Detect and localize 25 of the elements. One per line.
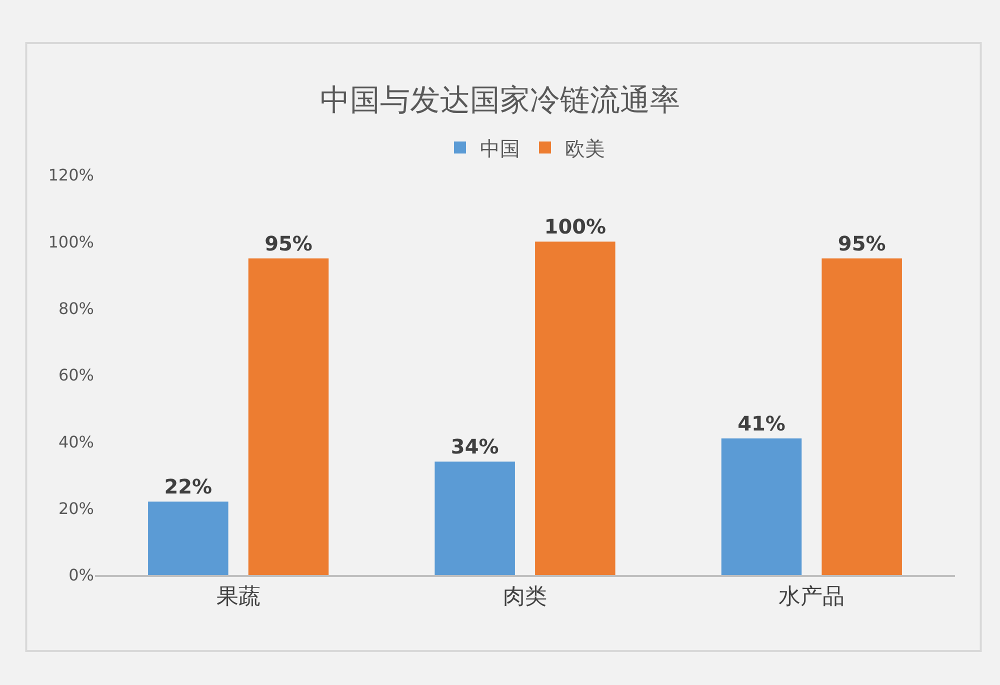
- bar: [248, 258, 329, 575]
- data-label: 100%: [544, 214, 606, 239]
- y-tick-label: 100%: [48, 232, 94, 252]
- legend-label: 欧美: [565, 136, 605, 160]
- data-label: 95%: [838, 231, 886, 256]
- bar: [535, 242, 616, 575]
- data-label: 22%: [164, 474, 212, 499]
- data-label: 41%: [738, 411, 786, 436]
- bar: [148, 502, 228, 575]
- data-label: 95%: [264, 231, 312, 256]
- y-tick-label: 0%: [68, 566, 94, 585]
- y-tick-label: 120%: [48, 166, 94, 185]
- y-tick-label: 20%: [58, 498, 94, 518]
- x-tick-label: 果蔬: [216, 584, 260, 610]
- legend-label: 中国: [480, 136, 520, 160]
- y-tick-label: 80%: [58, 298, 94, 318]
- data-label: 34%: [450, 434, 499, 459]
- bar: [822, 258, 902, 575]
- chart-title: 中国与发达国家冷链流通率: [320, 83, 680, 118]
- x-tick-label: 肉类: [503, 584, 547, 610]
- bar: [434, 462, 515, 575]
- y-tick-label: 40%: [58, 432, 94, 452]
- bar: [721, 438, 802, 575]
- x-tick-label: 水产品: [778, 584, 845, 610]
- y-tick-label: 60%: [58, 366, 94, 385]
